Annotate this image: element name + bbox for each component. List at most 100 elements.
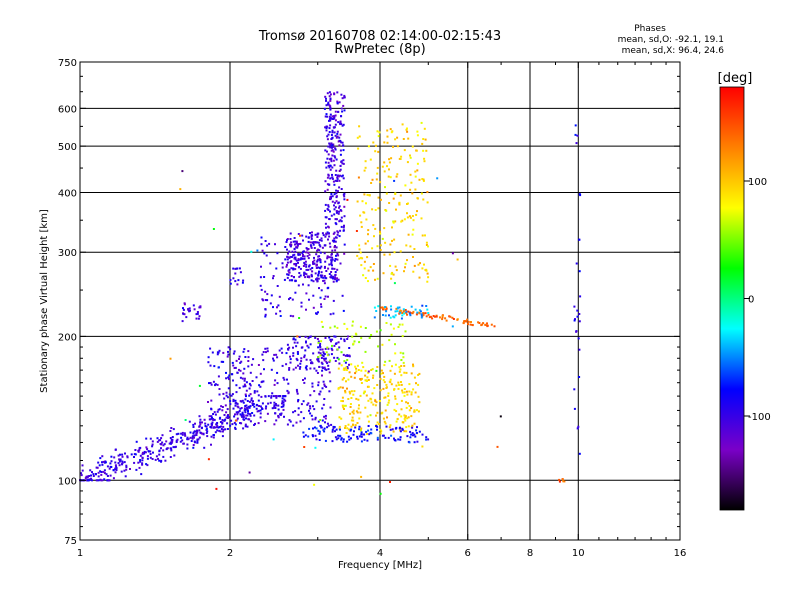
data-point (225, 377, 228, 380)
data-point (426, 191, 429, 194)
data-point (170, 438, 173, 441)
data-point (374, 400, 377, 402)
stats-header: Phases (634, 24, 666, 34)
data-point (347, 428, 350, 431)
data-point (334, 258, 337, 260)
data-point (331, 129, 334, 132)
data-point (218, 429, 221, 432)
data-point (380, 412, 383, 415)
data-point (182, 442, 185, 445)
data-point (323, 359, 326, 362)
data-point (368, 194, 371, 197)
data-point (334, 342, 337, 345)
data-point (218, 388, 221, 390)
data-point (199, 306, 202, 309)
data-point (265, 405, 268, 408)
data-point (317, 429, 320, 432)
data-point (360, 440, 363, 443)
data-point (416, 440, 419, 443)
data-point (300, 360, 303, 363)
data-point (287, 252, 289, 255)
y-tick-label: 300 (58, 248, 77, 259)
data-point (306, 255, 309, 258)
data-point (185, 316, 188, 319)
y-tick-label: 200 (58, 332, 77, 343)
data-point (484, 323, 487, 326)
data-point (123, 469, 126, 472)
data-point (279, 413, 282, 416)
data-point (192, 432, 195, 435)
data-point (398, 323, 401, 326)
data-point (125, 466, 128, 469)
data-point (327, 204, 330, 207)
data-point (232, 277, 235, 280)
data-point (331, 146, 333, 149)
data-point (395, 208, 397, 211)
data-point (205, 432, 208, 434)
data-point (272, 306, 274, 309)
data-point (149, 456, 152, 459)
data-point (363, 260, 366, 263)
data-point (305, 292, 308, 295)
data-point (264, 308, 267, 311)
data-point (394, 314, 397, 317)
data-point (404, 184, 407, 187)
data-point (331, 200, 334, 203)
data-point (308, 276, 311, 279)
data-point (314, 418, 317, 421)
data-point (299, 362, 302, 365)
data-point (229, 282, 232, 285)
data-point (294, 258, 297, 261)
data-point (337, 121, 340, 124)
data-point (225, 394, 228, 397)
data-point (228, 374, 231, 377)
data-point (330, 263, 333, 266)
data-point (149, 453, 152, 455)
data-point (264, 313, 267, 316)
data-point (90, 477, 93, 480)
data-point (170, 449, 173, 452)
data-point (162, 449, 165, 452)
data-point (264, 407, 267, 410)
data-point (333, 246, 336, 249)
data-point (317, 359, 320, 362)
data-point (196, 311, 199, 313)
data-point (360, 225, 363, 228)
data-point (161, 434, 164, 437)
data-point (326, 208, 329, 210)
data-point (383, 381, 386, 384)
data-point (285, 241, 288, 243)
data-point (364, 390, 366, 393)
data-point (307, 236, 310, 239)
data-point (276, 252, 279, 255)
data-point (300, 346, 303, 349)
data-point (338, 179, 341, 182)
data-point (299, 274, 302, 277)
data-point (272, 357, 274, 360)
data-point (282, 401, 285, 404)
data-point (309, 268, 312, 271)
data-point (242, 401, 245, 404)
data-point (95, 466, 98, 469)
data-point (234, 272, 237, 275)
data-point (326, 176, 329, 179)
data-point (411, 215, 414, 217)
data-point (342, 159, 345, 162)
data-point (207, 361, 210, 364)
data-point (333, 277, 336, 280)
data-point (280, 405, 283, 408)
data-point (306, 344, 309, 347)
data-point (293, 263, 296, 266)
data-point (204, 425, 207, 427)
data-point (319, 348, 322, 351)
data-point (176, 438, 179, 441)
data-point (300, 411, 303, 414)
data-point (343, 198, 346, 201)
data-point (319, 354, 322, 357)
data-point (576, 315, 579, 318)
data-point (269, 262, 272, 265)
data-point (408, 312, 411, 315)
data-point (246, 400, 249, 402)
data-point (295, 357, 298, 360)
data-point (275, 404, 278, 407)
